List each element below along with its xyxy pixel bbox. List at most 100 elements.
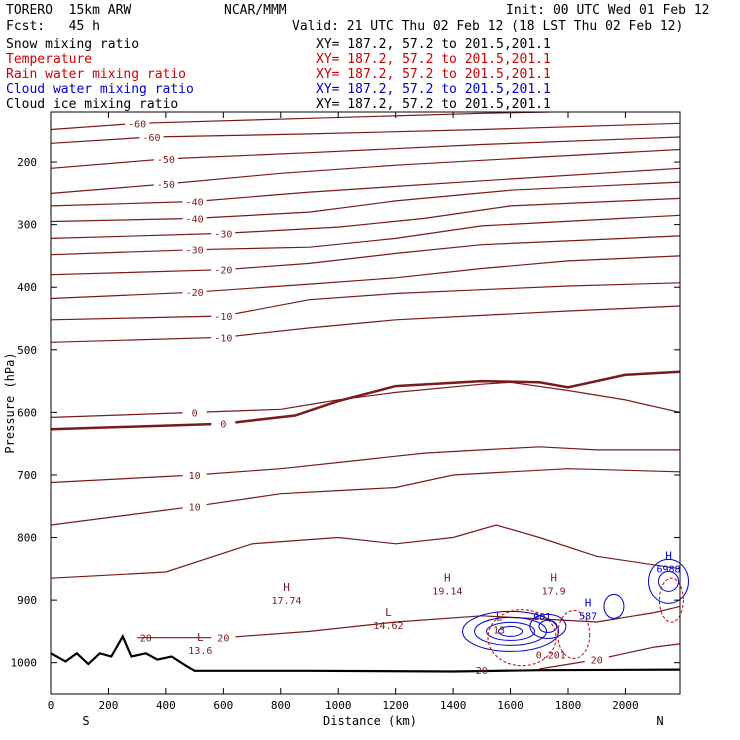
isotherm-label: 20 xyxy=(591,656,603,667)
y-tick-label: 700 xyxy=(17,469,37,482)
isotherm-label-bg xyxy=(153,177,178,189)
y-tick-label: 1000 xyxy=(11,657,38,670)
isotherm-label: -50 xyxy=(157,180,175,191)
isotherm-label: 0 xyxy=(192,408,198,419)
extremum-marker: L xyxy=(496,610,503,623)
xy-snow: XY= 187.2, 57.2 to 201.5,201.1 xyxy=(316,37,551,52)
extremum-marker: L xyxy=(197,631,204,644)
model-title: TORERO 15km ARW xyxy=(6,3,132,18)
x-end-label-south: S xyxy=(82,714,89,728)
x-tick-label: 1400 xyxy=(440,699,467,712)
contour-value-label: 001 xyxy=(533,612,551,623)
isotherm-label-bg xyxy=(211,263,236,275)
isotherm-label: -40 xyxy=(186,214,204,225)
x-end-label-north: N xyxy=(656,714,663,728)
extremum-marker: H xyxy=(444,572,451,585)
extremum-value: 13.6 xyxy=(188,646,212,657)
rain-water-contour xyxy=(487,609,557,667)
isotherm-line xyxy=(51,370,680,431)
cloud-water-contour xyxy=(498,625,524,637)
y-tick-label: 800 xyxy=(17,532,37,545)
legend-cloud-ice: Cloud ice mixing ratio xyxy=(6,97,179,112)
isotherm-label-bg xyxy=(182,286,207,298)
y-tick-label: 900 xyxy=(17,594,37,607)
isotherm-label: -10 xyxy=(214,333,232,344)
isotherm-label: -20 xyxy=(186,288,204,299)
isotherm-line xyxy=(51,305,680,343)
isotherm-label: -30 xyxy=(186,246,204,257)
isotherm-line xyxy=(51,235,680,276)
isotherm-line xyxy=(51,197,680,239)
x-axis-label: Distance (km) xyxy=(323,714,417,728)
isotherm-label-bg xyxy=(182,195,207,207)
isotherm-line xyxy=(51,446,680,484)
cloud-water-contour xyxy=(529,613,567,639)
cloud-water-contour xyxy=(486,621,536,641)
isotherm-line xyxy=(51,524,680,579)
forecast-hour: Fcst: 45 h xyxy=(6,19,100,34)
cloud-water-contour xyxy=(648,558,690,604)
extremum-value: 587 xyxy=(579,612,597,623)
isotherm-label-bg xyxy=(211,310,236,322)
extremum-marker: H xyxy=(283,581,290,594)
y-tick-label: 300 xyxy=(17,219,37,232)
extremum-value: 17.9 xyxy=(542,587,566,598)
isotherm-line xyxy=(51,148,680,194)
isotherm-label-bg xyxy=(153,152,178,164)
plot-frame xyxy=(50,111,681,695)
y-tick-label: 200 xyxy=(17,156,37,169)
xy-temperature: XY= 187.2, 57.2 to 201.5,201.1 xyxy=(316,52,551,67)
isotherm-line xyxy=(539,643,680,670)
extremum-marker: H xyxy=(550,572,557,585)
isotherm-label-bg xyxy=(182,406,207,418)
isotherm-label-bg xyxy=(211,227,236,239)
legend-cloud-water: Cloud water mixing ratio xyxy=(6,82,194,97)
init-time: Init: 00 UTC Wed 01 Feb 12 xyxy=(506,3,710,18)
isotherm-label: 10 xyxy=(189,502,201,513)
isotherm-line xyxy=(51,167,680,207)
isotherm-label-bg xyxy=(182,500,207,512)
y-axis-label: Pressure (hPa) xyxy=(3,352,17,453)
xy-rain: XY= 187.2, 57.2 to 201.5,201.1 xyxy=(316,67,551,82)
isotherm-line xyxy=(51,181,680,223)
isotherm-label: 10 xyxy=(189,471,201,482)
isotherm-line xyxy=(51,255,680,300)
x-tick-label: 200 xyxy=(99,699,119,712)
isotherm-label-bg xyxy=(211,417,236,429)
isotherm-line xyxy=(51,381,680,418)
xy-cloud-water: XY= 187.2, 57.2 to 201.5,201.1 xyxy=(316,82,551,97)
isotherm-label: -50 xyxy=(157,155,175,166)
isotherm-label-bg xyxy=(139,131,164,143)
valid-time: Valid: 21 UTC Thu 02 Feb 12 (18 LST Thu … xyxy=(292,19,684,34)
isotherm-label: -40 xyxy=(186,197,204,208)
rain-water-contour xyxy=(557,610,591,660)
extremum-marker: H xyxy=(665,550,672,563)
extremum-value: 14.62 xyxy=(373,621,403,632)
isotherm-label-bg xyxy=(182,468,207,480)
isotherm-label-bg xyxy=(125,117,150,129)
x-tick-label: 0 xyxy=(48,699,55,712)
isotherm-label: 0 xyxy=(220,420,226,431)
extremum-value: 6988 xyxy=(656,565,680,576)
extremum-value: 17.74 xyxy=(271,596,301,607)
x-tick-label: 2000 xyxy=(612,699,639,712)
isotherm-line xyxy=(51,468,680,526)
x-tick-label: 1200 xyxy=(382,699,409,712)
y-tick-label: 400 xyxy=(17,281,37,294)
isotherm-line xyxy=(51,136,680,169)
cloud-water-contour xyxy=(474,616,548,646)
contour-value-label: 20 xyxy=(476,666,488,677)
rain-water-contour xyxy=(658,577,684,623)
isotherm-label: 20 xyxy=(217,634,229,645)
cloud-water-contour xyxy=(603,593,625,619)
x-tick-label: 1800 xyxy=(555,699,582,712)
isotherm-label-bg xyxy=(182,243,207,255)
cloud-water-contour xyxy=(538,619,558,633)
x-tick-label: 1000 xyxy=(325,699,352,712)
x-tick-label: 1600 xyxy=(497,699,524,712)
isotherm-label-bg xyxy=(182,212,207,224)
legend-snow: Snow mixing ratio xyxy=(6,37,140,52)
terrain-line xyxy=(51,633,680,673)
legend-rain: Rain water mixing ratio xyxy=(6,67,187,82)
